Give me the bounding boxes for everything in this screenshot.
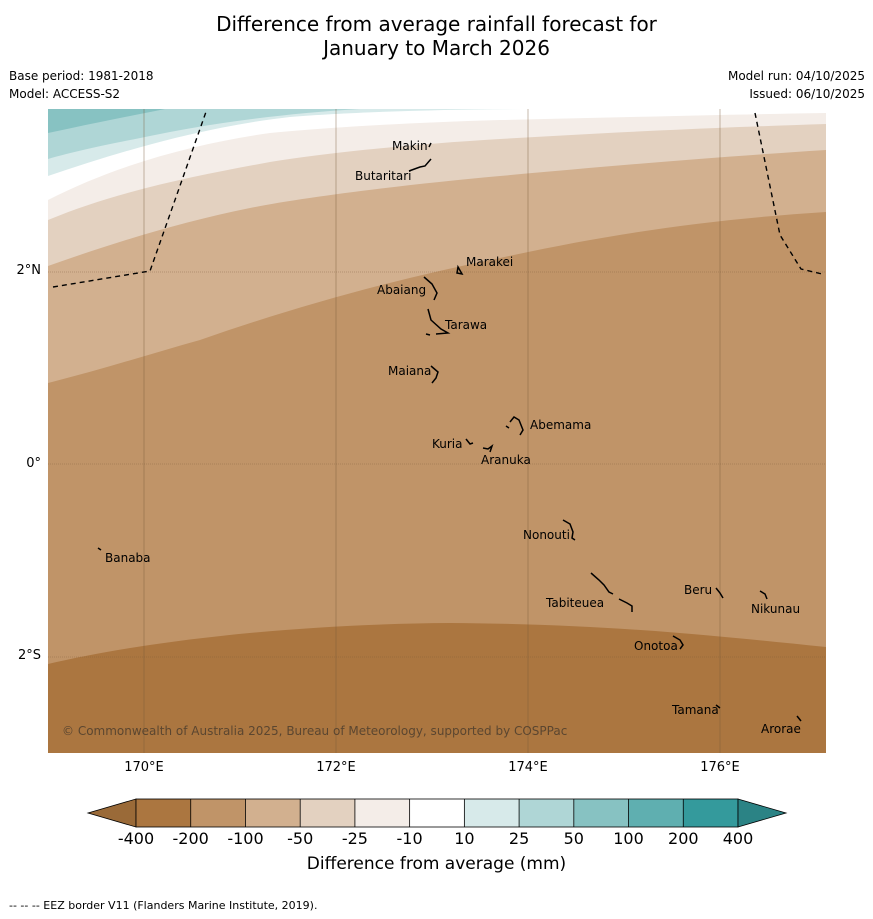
- lat-label-0: 0°: [26, 456, 41, 471]
- eez-footnote: -- -- -- EEZ border V11 (Flanders Marine…: [9, 899, 318, 912]
- island-label-tabiteuea: Tabiteuea: [546, 596, 605, 610]
- colorbar-tick-label: 10: [454, 829, 475, 848]
- colorbar-segment: [573, 799, 629, 827]
- colorbar-tick-label: -100: [227, 829, 264, 848]
- island-label-abemama: Abemama: [530, 418, 592, 432]
- beru-outline: [715, 587, 724, 599]
- makin-outline: [428, 142, 432, 148]
- colorbar: [86, 798, 788, 828]
- model-run-date: Model run: 04/10/2025: [727, 69, 865, 83]
- nikunau-outline: [759, 590, 768, 600]
- colorbar-tick-label: -200: [172, 829, 209, 848]
- band-plus-50: [48, 109, 165, 133]
- lat-label-2n: 2°N: [16, 263, 42, 278]
- abaiang-outline: [423, 276, 438, 301]
- colorbar-tick-label: 50: [563, 829, 584, 848]
- nonouti-outline: [562, 519, 576, 541]
- graticule: [48, 109, 826, 753]
- contour-bands: [48, 109, 826, 753]
- island-label-aranuka: Aranuka: [481, 453, 531, 467]
- island-label-butaritari: Butaritari: [355, 169, 412, 183]
- colorbar-segment: [409, 799, 465, 827]
- colorbar-segment: [300, 799, 356, 827]
- colorbar-extend-high: [737, 798, 788, 828]
- colorbar-segment: [519, 799, 575, 827]
- base-period: Base period: 1981-2018: [9, 69, 154, 83]
- colorbar-title: Difference from average (mm): [306, 854, 567, 874]
- island-label-kuria: Kuria: [432, 437, 463, 451]
- band-minus-10: [48, 109, 826, 200]
- arorae-outline: [796, 715, 802, 722]
- title-line-2: January to March 2026: [323, 36, 550, 60]
- onotoa-outline: [672, 635, 684, 650]
- colorbar-tick-label: -10: [396, 829, 423, 848]
- butaritari-outline: [408, 158, 432, 172]
- tabiteuea-outline: [590, 572, 633, 612]
- map-title: Difference from average rainfall forecas…: [0, 12, 873, 60]
- island-label-abaiang: Abaiang: [377, 283, 427, 297]
- colorbar-segments: [135, 798, 739, 828]
- colorbar-segment: [245, 799, 301, 827]
- island-label-marakei: Marakei: [466, 255, 514, 269]
- title-line-1: Difference from average rainfall forecas…: [216, 12, 657, 36]
- island-label-makin: Makin: [392, 139, 428, 153]
- band-plus-25: [48, 109, 360, 159]
- abemama-outline: [505, 416, 524, 436]
- lon-label-170e: 170°E: [124, 760, 164, 775]
- eez-border-east: [754, 112, 823, 275]
- model-name: Model: ACCESS-S2: [9, 87, 121, 101]
- banaba-outline: [97, 547, 102, 551]
- colorbar-tick-label: 25: [508, 829, 530, 848]
- island-label-banaba: Banaba: [105, 551, 151, 565]
- model-info: Base period: 1981-2018 Model: ACCESS-S2: [9, 67, 154, 103]
- tamana-outline: [715, 704, 721, 709]
- colorbar-tick-label: -25: [341, 829, 368, 848]
- island-label-beru: Beru: [684, 583, 713, 597]
- colorbar-tick-label: 400: [722, 829, 754, 848]
- maiana-outline: [430, 365, 439, 384]
- island-label-onotoa: Onotoa: [634, 639, 678, 653]
- island-label-nonouti: Nonouti: [523, 528, 570, 542]
- colorbar-segment: [464, 799, 520, 827]
- colorbar-segment: [628, 799, 684, 827]
- island-label-nikunau: Nikunau: [751, 602, 801, 616]
- issued-date: Issued: 06/10/2025: [749, 87, 865, 101]
- lon-label-176e: 176°E: [700, 760, 740, 775]
- marakei-outline: [456, 264, 464, 276]
- colorbar-segment: [190, 799, 246, 827]
- colorbar-tick-label: -50: [287, 829, 314, 848]
- tarawa-outline: [425, 308, 451, 336]
- island-label-maiana: Maiana: [388, 364, 432, 378]
- colorbar-segment: [136, 799, 192, 827]
- copyright-notice: © Commonwealth of Australia 2025, Bureau…: [62, 724, 568, 738]
- colorbar-tick-label: -400: [117, 829, 155, 848]
- island-label-tarawa: Tarawa: [445, 318, 488, 332]
- island-label-tamana: Tamana: [672, 703, 719, 717]
- lon-label-174e: 174°E: [508, 760, 548, 775]
- eez-border: [52, 108, 823, 288]
- rainfall-map: [48, 108, 826, 753]
- colorbar-tick-label: 200: [668, 829, 699, 848]
- run-info: Model run: 04/10/2025 Issued: 06/10/2025: [728, 67, 865, 103]
- lat-label-2s: 2°S: [17, 648, 41, 663]
- kuria-outline: [465, 438, 474, 445]
- aranuka-outline: [482, 443, 494, 453]
- colorbar-segment: [354, 799, 410, 827]
- colorbar-extend-low: [86, 798, 137, 828]
- lon-label-172e: 172°E: [316, 760, 356, 775]
- colorbar-segment: [683, 799, 739, 827]
- island-label-arorae: Arorae: [761, 722, 801, 736]
- colorbar-tick-label: 100: [613, 829, 644, 848]
- island-outlines: [97, 142, 802, 722]
